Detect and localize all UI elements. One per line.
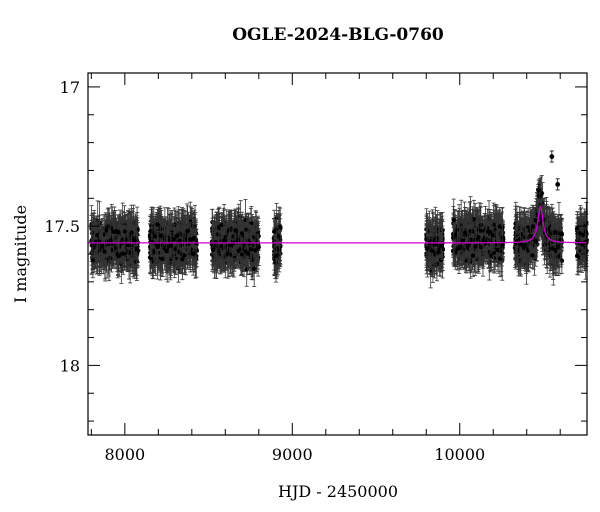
data-point <box>125 223 131 267</box>
y-axis-tick-labels: 17 17.5 18 <box>44 78 80 375</box>
y-tick-label: 17 <box>60 78 80 97</box>
x-tick-label: 9000 <box>272 445 313 464</box>
data-point <box>111 216 117 247</box>
data-point <box>106 207 111 246</box>
data-point <box>158 214 163 258</box>
data-point <box>100 225 105 267</box>
data-points-layer <box>89 150 589 289</box>
data-point-bright <box>549 150 555 163</box>
data-point <box>122 211 128 252</box>
data-point <box>168 232 173 259</box>
data-point <box>116 234 122 277</box>
chart-title: OGLE-2024-BLG-0760 <box>232 25 444 45</box>
data-point <box>185 214 190 248</box>
data-point <box>160 240 166 277</box>
data-point <box>120 240 126 267</box>
data-point <box>174 214 180 258</box>
data-point <box>108 219 113 261</box>
data-point <box>164 237 169 265</box>
data-point <box>104 215 109 246</box>
data-point <box>171 218 176 261</box>
data-point <box>191 241 196 267</box>
data-point <box>134 231 139 266</box>
x-axis-label: HJD - 2450000 <box>278 482 398 501</box>
y-axis-label: I magnitude <box>11 205 30 303</box>
data-point <box>116 214 121 251</box>
x-tick-label: 8000 <box>104 445 145 464</box>
y-tick-label: 17.5 <box>44 217 80 236</box>
y-tick-label: 18 <box>60 356 80 375</box>
data-point <box>155 231 160 263</box>
data-point <box>180 238 185 281</box>
x-tick-label: 10000 <box>434 445 485 464</box>
data-point <box>188 221 193 258</box>
data-point <box>132 225 137 256</box>
data-point-bright <box>555 178 561 191</box>
x-axis-tick-labels: 8000 9000 10000 <box>104 445 485 464</box>
